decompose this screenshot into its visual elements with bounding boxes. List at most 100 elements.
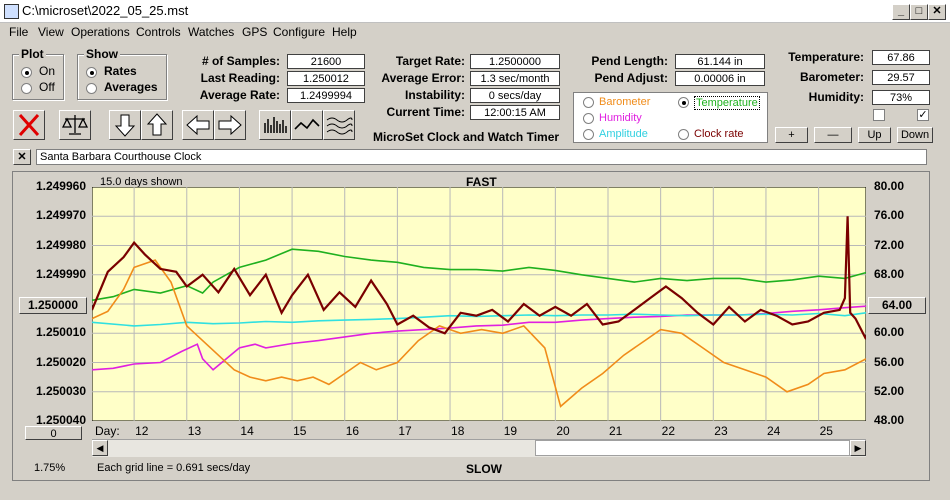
x-tick-label: 19 — [503, 424, 518, 438]
balance-scale-icon — [61, 115, 89, 135]
histogram-button[interactable] — [259, 110, 291, 140]
maximize-button[interactable]: □ — [910, 4, 928, 20]
plot-on-radio[interactable] — [21, 67, 32, 78]
arrow-up-icon — [146, 113, 168, 136]
close-window-button[interactable]: ✕ — [928, 4, 946, 20]
stop-button[interactable] — [13, 110, 45, 140]
pend-length-field[interactable]: 61.144 in — [675, 54, 765, 69]
red-x-icon — [18, 113, 40, 137]
avg-rate-label: Average Rate: — [199, 88, 280, 102]
down-button[interactable]: Down — [897, 127, 933, 143]
clock-rate-option: Clock rate — [694, 128, 744, 140]
y-right-tick-label: 52.00 — [874, 383, 905, 398]
balance-button[interactable] — [59, 110, 91, 140]
y-left-tick-label: 1.249970 — [35, 208, 86, 223]
y-right-tick-label: 60.00 — [874, 325, 905, 340]
plot-off-radio[interactable] — [21, 83, 32, 94]
scroll-right-arrow[interactable]: ▶ — [850, 440, 866, 456]
humidity-radio[interactable] — [583, 113, 594, 124]
temperature-option: Temperature — [694, 96, 760, 110]
clear-description-button[interactable]: ✕ — [13, 149, 31, 165]
x-tick-label: 24 — [766, 424, 781, 438]
option-checkbox-1[interactable] — [873, 109, 885, 121]
wave-graph-button[interactable] — [323, 110, 355, 140]
x-tick-label: 25 — [819, 424, 833, 438]
y-right-tick-label: 72.00 — [874, 237, 905, 252]
x-tick-label: 18 — [451, 424, 465, 438]
scroll-left-arrow[interactable]: ◀ — [92, 440, 108, 456]
menu-file[interactable]: File — [9, 25, 29, 39]
minimize-button[interactable]: _ — [892, 4, 910, 20]
plot-group: Plot On Off — [12, 47, 64, 100]
temperature-field: 67.86 — [872, 50, 930, 65]
temperature-radio[interactable] — [678, 97, 689, 108]
last-reading-label: Last Reading: — [200, 71, 280, 85]
show-group-label: Show — [84, 47, 120, 61]
percent-label: 1.75% — [34, 462, 66, 474]
arrow-down-button[interactable] — [109, 110, 141, 140]
menu-configure[interactable]: Configure — [273, 25, 326, 39]
scroll-thumb[interactable] — [535, 440, 850, 456]
barometer-option: Barometer — [599, 96, 651, 108]
show-rates-label: Rates — [104, 64, 137, 78]
right-axis-value-button[interactable]: 64.00 — [868, 297, 926, 314]
menu-view[interactable]: View — [38, 25, 64, 39]
line-graph-icon — [294, 118, 320, 130]
barometer-label: Barometer: — [799, 70, 864, 84]
menu-watches[interactable]: Watches — [188, 25, 235, 39]
arrow-left-button[interactable] — [182, 110, 214, 140]
grid-note: Each grid line = 0.691 secs/day — [97, 462, 251, 474]
pend-adjust-field: 0.00006 in — [675, 71, 765, 86]
y-left-tick-label: 1.250040 — [35, 413, 86, 427]
up-button[interactable]: Up — [858, 127, 891, 143]
menu-controls[interactable]: Controls — [136, 25, 181, 39]
line-graph-button[interactable] — [291, 110, 323, 140]
barometer-radio[interactable] — [583, 97, 594, 108]
humidity-option: Humidity — [599, 112, 642, 124]
left-axis-value-button[interactable]: 1.250000 — [19, 297, 87, 314]
bottom-left-button[interactable]: 0 — [25, 426, 82, 440]
arrow-up-button[interactable] — [141, 110, 173, 140]
option-checkbox-2[interactable]: ✓ — [917, 109, 929, 121]
y-right-tick-label: 80.00 — [874, 179, 905, 193]
amplitude-radio[interactable] — [583, 129, 594, 140]
x-tick-label: 14 — [240, 424, 254, 438]
chart-scrollbar[interactable]: ◀ ▶ — [92, 439, 866, 457]
samples-field: 21600 — [287, 54, 365, 69]
x-tick-label: 12 — [135, 424, 149, 438]
arrow-left-icon — [186, 114, 210, 136]
x-tick-label: 20 — [556, 424, 570, 438]
y-left-tick-label: 1.249990 — [35, 266, 86, 281]
y-right-tick-label: 48.00 — [874, 413, 905, 427]
plot-group-label: Plot — [19, 47, 46, 61]
menu-help[interactable]: Help — [332, 25, 357, 39]
menu-operations[interactable]: Operations — [71, 25, 130, 39]
show-rates-radio[interactable] — [86, 67, 97, 78]
rate-chart — [92, 187, 866, 421]
arrow-right-button[interactable] — [214, 110, 246, 140]
x-tick-label: 13 — [187, 424, 202, 438]
x-tick-label: 15 — [293, 424, 307, 438]
description-field[interactable]: Santa Barbara Courthouse Clock — [36, 149, 927, 165]
x-tick-label: 22 — [661, 424, 675, 438]
arrow-right-icon — [218, 114, 242, 136]
pend-length-label: Pend Length: — [591, 54, 668, 68]
instability-label: Instability: — [404, 88, 465, 102]
menu-gps[interactable]: GPS — [242, 25, 268, 39]
y-right-tick-label: 56.00 — [874, 354, 905, 369]
multi-wave-icon — [326, 117, 353, 135]
samples-label: # of Samples: — [201, 54, 280, 68]
last-reading-field: 1.250012 — [287, 71, 365, 86]
clock-rate-radio[interactable] — [678, 129, 689, 140]
y-right-tick-label: 68.00 — [874, 266, 905, 281]
x-tick-label: 16 — [345, 424, 360, 438]
plus-button[interactable]: + — [775, 127, 808, 143]
minus-button[interactable]: — — [814, 127, 852, 143]
barometer-field: 29.57 — [872, 70, 930, 85]
humidity-field: 73% — [872, 90, 930, 105]
target-rate-label: Target Rate: — [395, 54, 465, 68]
show-averages-radio[interactable] — [86, 83, 97, 94]
days-shown-label: 15.0 days shown — [100, 176, 183, 188]
y-left-tick-label: 1.249980 — [35, 237, 86, 252]
target-rate-field[interactable]: 1.2500000 — [470, 54, 560, 69]
